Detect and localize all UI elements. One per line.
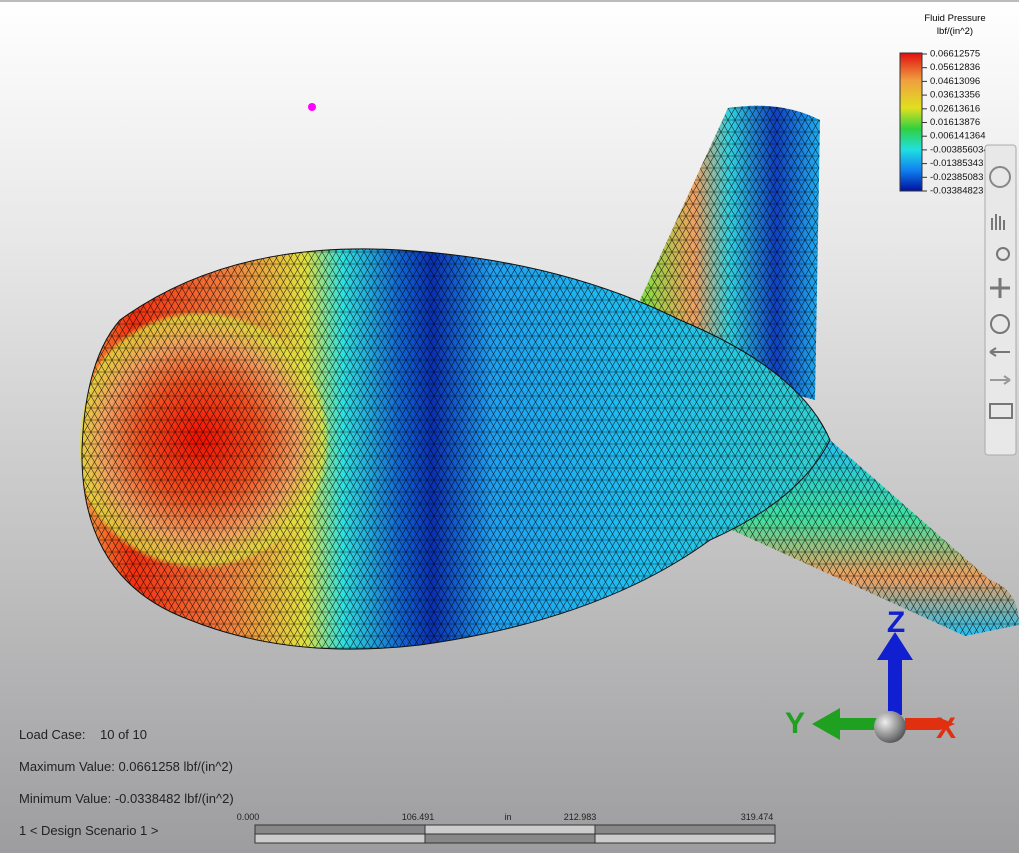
z-axis: [888, 655, 902, 715]
move-button[interactable]: [990, 278, 1010, 298]
fuselage-mesh: [81, 248, 831, 650]
scale-bar: 0.000 106.491 in 212.983 319.474: [237, 812, 776, 844]
scale-tick: 0.000: [237, 812, 260, 822]
maximum-value: Maximum Value: 0.0661258 lbf/(in^2): [19, 759, 233, 774]
model: [80, 105, 1019, 650]
legend-label: 0.02613616: [930, 103, 980, 114]
legend-label: 0.05612836: [930, 62, 980, 73]
z-label: Z: [887, 606, 905, 639]
reset-button[interactable]: [990, 314, 1010, 334]
legend-bar: [899, 52, 923, 192]
legend-label: -0.02385083: [930, 172, 983, 183]
info: Load Case: 10 of 10 Maximum Value: 0.066…: [19, 727, 234, 838]
orbit-button[interactable]: [989, 166, 1011, 188]
legend-unit: lbf/(in^2): [937, 26, 973, 37]
pan-button[interactable]: [991, 214, 1005, 230]
legend: Fluid Pressure lbf/(in^2) 0.06612575 0.05…: [899, 13, 989, 197]
scale-unit: in: [504, 812, 511, 822]
legend-label: 0.03613356: [930, 90, 980, 101]
legend-label: 0.01613876: [930, 117, 980, 128]
scale-tick: 212.983: [564, 812, 597, 822]
scale-segment: [254, 833, 426, 844]
legend-label: -0.03384823: [930, 186, 983, 197]
triad: Z Y X: [785, 606, 956, 745]
legend-label: -0.003856034: [930, 144, 989, 155]
minimum-value: Minimum Value: -0.0338482 lbf/(in^2): [19, 791, 234, 806]
scale-tick: 106.491: [402, 812, 435, 822]
load-case-label: Load Case:: [19, 727, 86, 742]
marker: [308, 103, 316, 111]
zoom-button[interactable]: [996, 247, 1010, 261]
legend-label: 0.06612575: [930, 49, 980, 60]
scale-segment: [254, 824, 426, 835]
y-label: Y: [785, 707, 805, 740]
design-scenario[interactable]: 1 < Design Scenario 1 >: [19, 823, 158, 838]
triad-origin: [874, 711, 906, 743]
x-axis: [905, 718, 955, 730]
scale-segment: [594, 833, 776, 844]
forward-button[interactable]: [990, 375, 1011, 385]
scale-segment: [424, 824, 596, 835]
legend-label: 0.006141364: [930, 131, 985, 142]
x-label: X: [936, 712, 956, 745]
scale-tick: 319.474: [741, 812, 774, 822]
legend-title: Fluid Pressure: [924, 13, 985, 24]
scale-segment: [594, 824, 776, 835]
z-arrow: [877, 632, 913, 660]
y-arrow: [812, 708, 840, 740]
back-button[interactable]: [989, 347, 1010, 357]
legend-labels: 0.06612575 0.05612836 0.04613096 0.03613356…: [922, 49, 989, 197]
load-case-value: 10 of 10: [100, 727, 147, 742]
scale-segment: [424, 833, 596, 844]
legend-label: -0.01385343: [930, 158, 983, 169]
view-button[interactable]: [989, 403, 1013, 419]
toolbar[interactable]: [984, 144, 1017, 456]
legend-label: 0.04613096: [930, 76, 980, 87]
